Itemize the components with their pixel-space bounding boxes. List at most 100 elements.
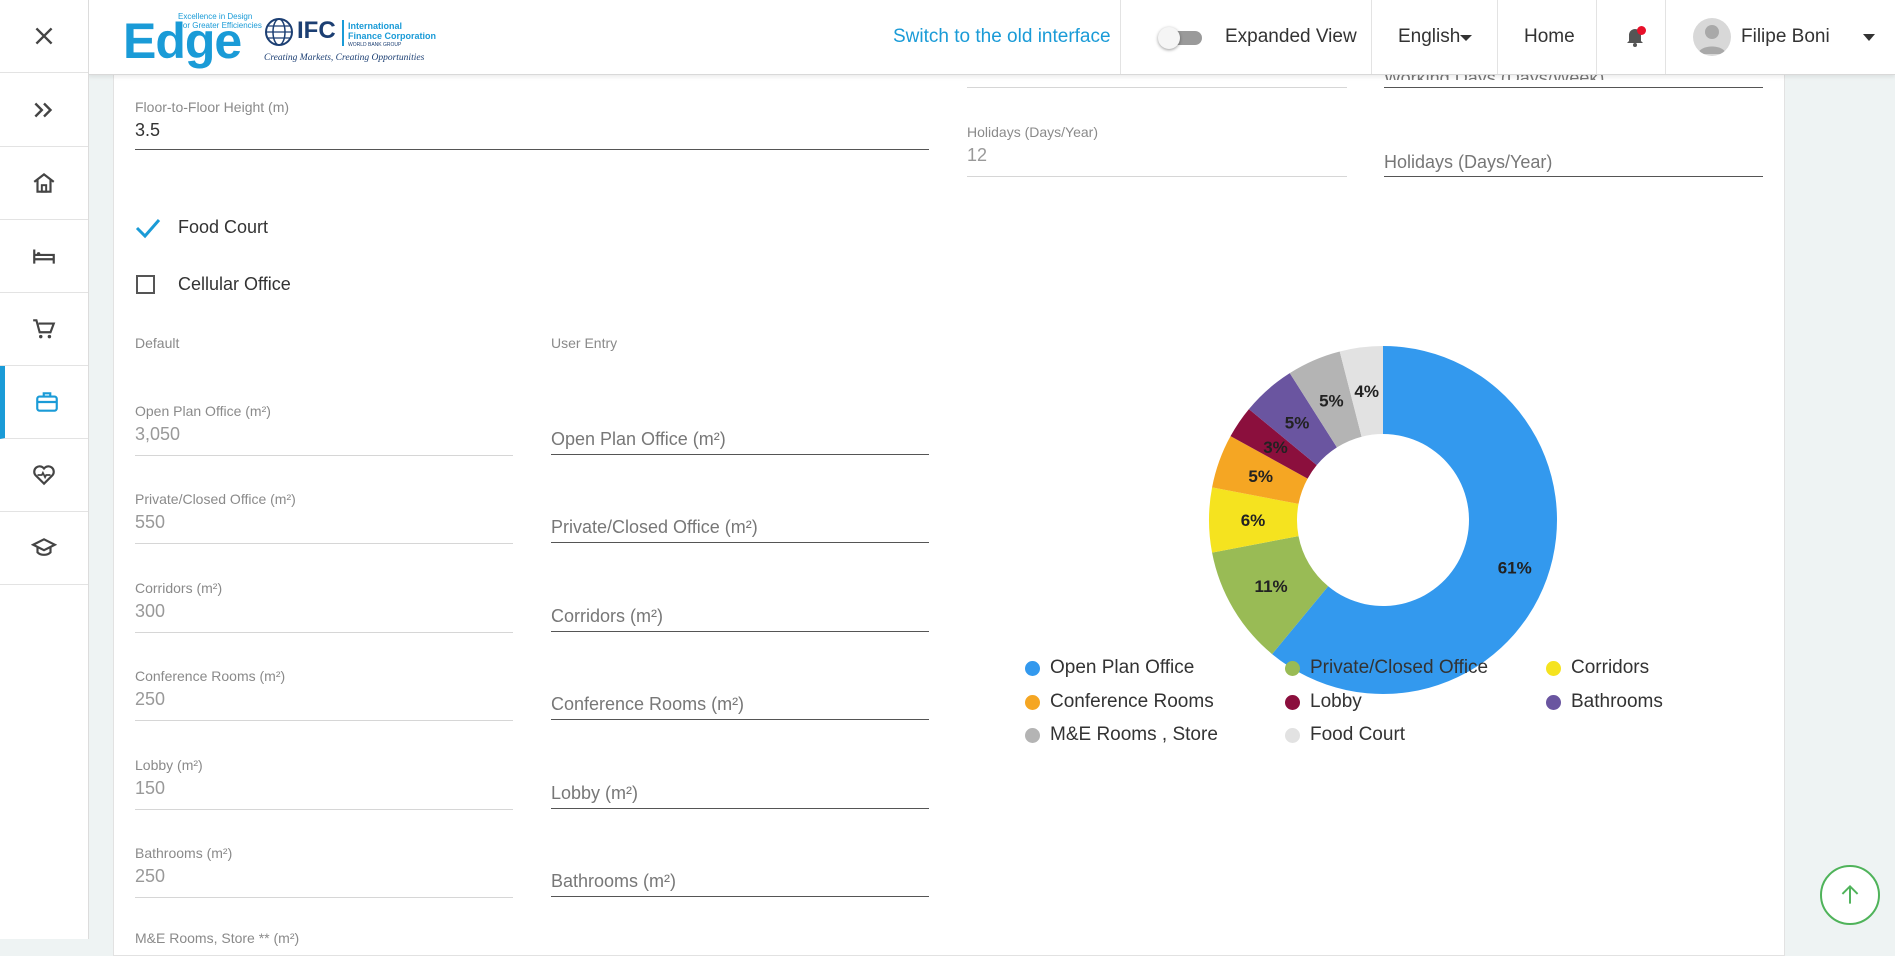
switch-old-interface-link[interactable]: Switch to the old interface: [893, 26, 1111, 47]
briefcase-icon: [35, 392, 58, 412]
floor-height-input[interactable]: 3.5: [135, 120, 161, 140]
nav-hotel[interactable]: [0, 220, 88, 293]
donut-slice-label: 3%: [1263, 438, 1288, 457]
area-default-underline: [135, 631, 513, 633]
expanded-view-toggle[interactable]: [1156, 27, 1208, 49]
area-user-input[interactable]: Conference Rooms (m²): [551, 694, 745, 715]
legend-swatch: [1025, 727, 1040, 743]
bed-icon: [33, 249, 55, 264]
area-default-value: 150: [135, 777, 166, 798]
legend-swatch: [1546, 660, 1561, 676]
donut-slice-label: 61%: [1498, 558, 1532, 577]
donut-slice-label: 6%: [1241, 511, 1266, 530]
expanded-view-label: Expanded View: [1225, 26, 1357, 47]
area-user-input[interactable]: Private/Closed Office (m²): [551, 517, 758, 538]
nav-office[interactable]: [0, 366, 88, 439]
close-menu-button[interactable]: [0, 0, 88, 73]
legend-label: Corridors: [1571, 657, 1650, 678]
cellular-office-checkbox[interactable]: [136, 275, 155, 294]
donut-slice-label: 5%: [1319, 392, 1344, 411]
donut-slice[interactable]: [1248, 373, 1337, 466]
area-default-underline: [135, 455, 513, 456]
arrow-up-icon: [1841, 884, 1859, 904]
nav-retail[interactable]: [0, 293, 88, 366]
legend-item[interactable]: Food Court: [1285, 724, 1405, 746]
nav-home[interactable]: [0, 147, 88, 220]
top-header: Edge Excellence in Design For Greater Ef…: [88, 0, 1895, 75]
donut-slice[interactable]: [1339, 346, 1383, 437]
expand-menu-button[interactable]: [0, 74, 88, 147]
scroll-to-top-button[interactable]: [1820, 865, 1880, 925]
user-menu-caret-icon[interactable]: [1863, 34, 1875, 41]
nav-hospital[interactable]: [0, 439, 88, 512]
area-user-input[interactable]: Open Plan Office (m²): [551, 429, 726, 449]
area-default-value: 250: [135, 689, 166, 710]
notification-dot: [1637, 26, 1646, 35]
legend-label: Conference Rooms: [1050, 691, 1214, 712]
holidays-default-label: Holidays (Days/Year): [967, 124, 1098, 140]
donut-slice-label: 11%: [1255, 577, 1288, 596]
legend-label: Food Court: [1310, 724, 1406, 745]
area-user-input[interactable]: Lobby (m²): [551, 782, 639, 803]
donut-slice[interactable]: [1289, 351, 1362, 448]
left-nav-rail: [0, 0, 89, 939]
area-default-value: 3,050: [135, 424, 181, 444]
donut-slice[interactable]: [1209, 487, 1299, 553]
graduation-cap-icon: [31, 538, 57, 556]
notifications-button[interactable]: [1623, 24, 1649, 50]
legend-label: M&E Rooms , Store: [1050, 724, 1218, 745]
checkmark-icon: [135, 219, 161, 239]
holidays-user-input[interactable]: Holidays (Days/Year): [1384, 152, 1553, 172]
legend-swatch: [1285, 660, 1300, 676]
user-name[interactable]: Filipe Boni: [1741, 26, 1830, 47]
area-default-underline: [135, 720, 513, 722]
globe-icon: [265, 18, 293, 46]
home-link[interactable]: Home: [1524, 26, 1575, 47]
caret-down-icon[interactable]: [1460, 35, 1472, 41]
area-default-label: Conference Rooms (m²): [135, 668, 286, 685]
legend-item[interactable]: Corridors: [1546, 657, 1649, 679]
close-icon: [35, 27, 53, 45]
legend-item[interactable]: Conference Rooms: [1025, 691, 1214, 713]
legend-item[interactable]: Bathrooms: [1546, 691, 1663, 713]
area-user-input[interactable]: Corridors (m²): [551, 605, 663, 626]
area-default-label: Corridors (m²): [135, 579, 223, 596]
heart-pulse-icon: [33, 465, 55, 486]
donut-slice[interactable]: [1272, 346, 1557, 694]
home-icon: [33, 172, 55, 193]
donut-slice[interactable]: [1212, 536, 1329, 655]
area-default-value: 550: [135, 512, 166, 533]
area-default-value: 250: [135, 866, 166, 886]
area-default-value: 300: [135, 600, 166, 621]
me-rooms-label-partial: M&E Rooms, Store ** (m²): [135, 930, 300, 946]
nav-education[interactable]: [0, 512, 88, 585]
avatar[interactable]: [1693, 18, 1731, 56]
donut-slice-label: 5%: [1248, 467, 1273, 486]
food-court-checkbox[interactable]: [135, 215, 161, 241]
legend-item[interactable]: M&E Rooms , Store: [1025, 724, 1218, 746]
donut-slice[interactable]: [1212, 436, 1308, 504]
legend-label: Private/Closed Office: [1310, 657, 1489, 678]
legend-item[interactable]: Private/Closed Office: [1285, 657, 1488, 679]
legend-item[interactable]: Lobby: [1285, 691, 1362, 713]
area-user-input[interactable]: Bathrooms (m²): [551, 871, 677, 891]
area-default-underline: [135, 897, 513, 898]
user-silhouette-icon: [1698, 25, 1726, 54]
area-default-underline: [135, 543, 513, 545]
legend-item[interactable]: Open Plan Office: [1025, 657, 1194, 679]
area-default-label: Lobby (m²): [135, 756, 203, 773]
edge-logo[interactable]: Edge Excellence in Design For Greater Ef…: [123, 12, 262, 69]
language-select[interactable]: English: [1398, 26, 1461, 47]
donut-slice[interactable]: [1230, 409, 1317, 479]
legend-swatch: [1025, 660, 1040, 676]
area-user-underline: [551, 630, 929, 632]
office-inputs-card: Floor-to-Floor Height (m) 3.5 Working Da…: [113, 68, 1785, 956]
cart-icon: [33, 319, 56, 339]
ifc-logo: IFC International Finance Corporation WO…: [264, 17, 437, 64]
legend-swatch: [1546, 694, 1561, 710]
food-court-label: Food Court: [178, 217, 269, 237]
area-default-underline: [135, 808, 513, 810]
area-user-underline: [551, 542, 929, 544]
legend-swatch: [1285, 727, 1300, 743]
area-user-underline: [551, 896, 929, 897]
